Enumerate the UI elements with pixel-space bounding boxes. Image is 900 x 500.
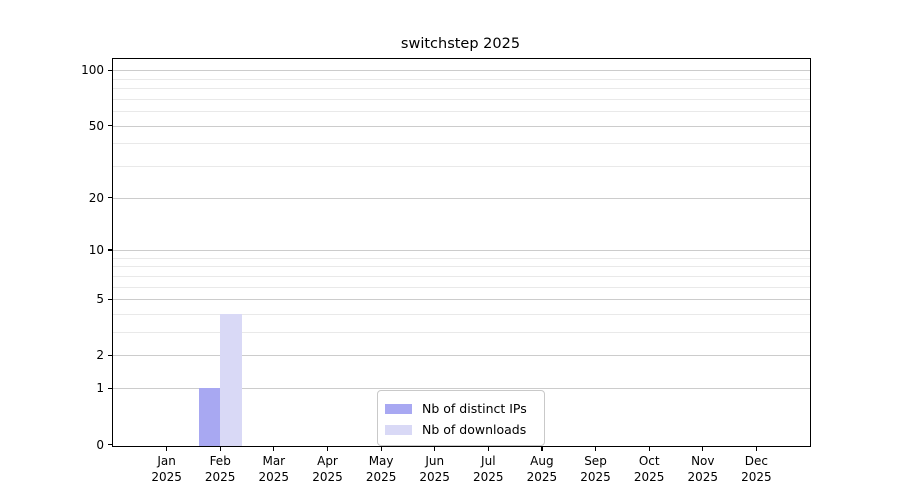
- y-tick: [107, 249, 112, 251]
- y-tick: [107, 298, 112, 300]
- x-tick: [434, 447, 436, 452]
- gridline-minor: [113, 314, 810, 315]
- gridline-minor: [113, 98, 810, 100]
- y-tick: [107, 125, 112, 127]
- x-tick-label: Aug 2025: [526, 454, 558, 484]
- y-tick-label: 10: [88, 243, 104, 257]
- x-tick-label: Nov 2025: [687, 454, 719, 484]
- legend-entry-distinct-ips: Nb of distinct IPs: [385, 398, 536, 419]
- x-tick-label: Jul 2025: [473, 454, 504, 484]
- legend-label-distinct-ips: Nb of distinct IPs: [422, 401, 527, 416]
- gridline-minor: [113, 143, 810, 145]
- x-tick-label: Mar 2025: [258, 454, 290, 484]
- x-tick: [755, 447, 758, 452]
- legend-entry-downloads: Nb of downloads: [385, 419, 536, 440]
- x-tick-label: Jan 2025: [151, 454, 182, 484]
- x-tick: [166, 447, 168, 452]
- x-tick-label: Feb 2025: [204, 454, 236, 484]
- bar-distinct-ips: [198, 388, 221, 446]
- gridline-minor: [113, 266, 810, 268]
- y-tick-label: 5: [96, 292, 104, 307]
- y-tick: [107, 354, 112, 357]
- y-tick: [107, 387, 112, 389]
- gridline-major: [113, 70, 810, 72]
- x-tick-label: Apr 2025: [312, 454, 343, 484]
- chart-title: switchstep 2025: [400, 36, 521, 52]
- x-tick: [273, 447, 275, 452]
- y-tick: [107, 443, 112, 446]
- gridline-minor: [113, 286, 810, 288]
- legend: Nb of distinct IPs Nb of downloads: [377, 390, 545, 446]
- y-tick-label: 20: [88, 190, 104, 205]
- bar-downloads: [220, 314, 242, 446]
- gridline-minor: [113, 275, 810, 277]
- gridline-minor: [113, 257, 810, 259]
- gridline-major: [113, 250, 810, 251]
- x-tick: [702, 447, 704, 452]
- x-tick: [648, 447, 650, 452]
- legend-swatch-distinct-ips: [385, 403, 412, 414]
- y-tick-label: 50: [88, 118, 104, 133]
- legend-label-downloads: Nb of downloads: [422, 422, 527, 437]
- plot-area: Nb of distinct IPs Nb of downloads 0 1 2 5 1…: [81, 58, 811, 484]
- x-tick-label: Sep 2025: [580, 454, 611, 484]
- gridline-major: [113, 299, 810, 301]
- y-tick-label: 0: [96, 437, 104, 452]
- gridline-minor: [113, 111, 810, 113]
- x-tick: [380, 447, 382, 452]
- gridline-minor: [113, 332, 810, 334]
- y-tick-label: 100: [81, 63, 104, 78]
- x-tick: [541, 447, 543, 452]
- gridline-minor: [113, 78, 810, 80]
- y-tick: [107, 69, 112, 71]
- y-tick-label: 1: [96, 381, 104, 396]
- y-tick: [107, 197, 112, 199]
- y-tick-label: 2: [96, 348, 104, 363]
- x-tick-label: Oct 2025: [633, 454, 665, 484]
- x-tick: [219, 447, 221, 452]
- gridline-major: [113, 355, 810, 357]
- x-tick: [594, 447, 597, 452]
- gridline-minor: [113, 166, 810, 167]
- gridline-minor: [113, 88, 810, 90]
- x-tick-label: Jun 2025: [419, 454, 450, 484]
- gridline-major: [113, 197, 810, 199]
- x-tick: [487, 447, 489, 452]
- x-tick: [326, 447, 329, 452]
- x-tick-label: Dec 2025: [741, 454, 772, 484]
- legend-swatch-downloads: [385, 424, 412, 435]
- x-tick-label: May 2025: [365, 454, 397, 484]
- gridline-major: [113, 388, 810, 390]
- gridline-major: [113, 125, 810, 127]
